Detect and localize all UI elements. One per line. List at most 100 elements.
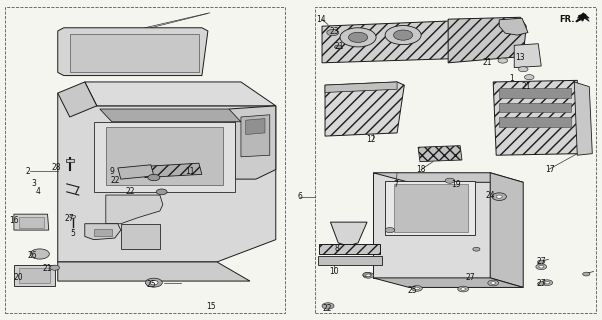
- Polygon shape: [514, 44, 541, 68]
- Text: 9: 9: [110, 167, 114, 176]
- Text: 21: 21: [482, 58, 492, 67]
- Circle shape: [492, 193, 506, 200]
- Text: 5: 5: [70, 229, 75, 238]
- Circle shape: [445, 178, 455, 183]
- Text: 21: 21: [334, 42, 344, 52]
- Circle shape: [385, 228, 395, 233]
- Circle shape: [473, 247, 480, 251]
- Circle shape: [496, 195, 502, 198]
- Text: 20: 20: [14, 273, 23, 282]
- Circle shape: [491, 282, 495, 284]
- Circle shape: [542, 280, 553, 285]
- Circle shape: [458, 286, 468, 292]
- Text: 21: 21: [521, 82, 531, 91]
- Polygon shape: [499, 117, 571, 126]
- Text: 27: 27: [536, 258, 546, 267]
- Circle shape: [30, 249, 49, 259]
- Polygon shape: [318, 256, 382, 265]
- Circle shape: [363, 272, 371, 277]
- Text: 13: 13: [515, 53, 525, 62]
- Polygon shape: [373, 173, 523, 182]
- Polygon shape: [385, 181, 475, 235]
- Circle shape: [538, 282, 545, 285]
- Polygon shape: [319, 244, 380, 254]
- Circle shape: [349, 32, 368, 43]
- Text: 19: 19: [451, 180, 461, 189]
- Polygon shape: [330, 222, 367, 246]
- Polygon shape: [325, 82, 405, 136]
- Text: 23: 23: [330, 28, 340, 36]
- Polygon shape: [94, 122, 235, 192]
- Polygon shape: [19, 217, 44, 228]
- Text: 7: 7: [393, 180, 398, 189]
- Circle shape: [385, 26, 421, 45]
- Polygon shape: [577, 13, 589, 21]
- Polygon shape: [58, 28, 208, 76]
- Polygon shape: [94, 228, 112, 236]
- Circle shape: [335, 45, 342, 49]
- Text: 4: 4: [36, 188, 41, 196]
- Circle shape: [545, 281, 550, 284]
- Text: 25: 25: [408, 286, 417, 295]
- Polygon shape: [118, 165, 154, 179]
- Circle shape: [415, 287, 420, 290]
- Text: 1: 1: [509, 74, 514, 83]
- Circle shape: [70, 215, 76, 218]
- Polygon shape: [493, 80, 580, 155]
- Circle shape: [488, 280, 498, 286]
- Polygon shape: [100, 109, 241, 122]
- Polygon shape: [58, 262, 250, 281]
- Circle shape: [539, 266, 544, 268]
- Text: 27: 27: [65, 214, 75, 223]
- Text: 3: 3: [31, 180, 36, 188]
- Polygon shape: [418, 146, 462, 162]
- Text: 22: 22: [322, 304, 332, 313]
- Text: 10: 10: [329, 267, 339, 276]
- Circle shape: [524, 75, 534, 80]
- Bar: [5, 7, 285, 313]
- Circle shape: [394, 30, 413, 40]
- Text: 8: 8: [335, 244, 340, 253]
- Text: 22: 22: [125, 188, 135, 196]
- Polygon shape: [499, 103, 571, 112]
- Text: 24: 24: [485, 190, 495, 200]
- Text: 15: 15: [206, 302, 216, 311]
- Polygon shape: [499, 88, 571, 98]
- Text: 25: 25: [146, 280, 156, 289]
- Circle shape: [146, 278, 163, 287]
- Polygon shape: [106, 195, 163, 224]
- Polygon shape: [373, 173, 490, 278]
- Text: 27: 27: [536, 279, 546, 288]
- Text: 18: 18: [417, 165, 426, 174]
- Circle shape: [327, 29, 339, 36]
- Text: 26: 26: [27, 251, 37, 260]
- Polygon shape: [145, 163, 202, 178]
- Polygon shape: [121, 224, 160, 249]
- Polygon shape: [85, 82, 276, 106]
- Text: 27: 27: [465, 273, 475, 282]
- Circle shape: [518, 67, 528, 72]
- Circle shape: [583, 272, 590, 276]
- Polygon shape: [70, 34, 199, 72]
- Polygon shape: [85, 224, 121, 240]
- Polygon shape: [106, 126, 223, 186]
- Polygon shape: [448, 17, 526, 63]
- Circle shape: [498, 58, 507, 63]
- Polygon shape: [241, 115, 270, 157]
- Circle shape: [150, 280, 158, 285]
- Text: 17: 17: [545, 165, 555, 174]
- Polygon shape: [373, 278, 523, 287]
- Bar: [315, 7, 596, 313]
- Text: 11: 11: [185, 167, 194, 176]
- Polygon shape: [14, 214, 49, 230]
- Circle shape: [461, 288, 465, 290]
- Circle shape: [538, 260, 545, 264]
- Circle shape: [366, 274, 371, 276]
- Polygon shape: [322, 18, 523, 63]
- Circle shape: [50, 265, 60, 270]
- Circle shape: [412, 285, 423, 291]
- Polygon shape: [394, 184, 468, 232]
- Text: 2: 2: [25, 167, 30, 176]
- Circle shape: [322, 303, 334, 309]
- Text: 16: 16: [9, 216, 19, 225]
